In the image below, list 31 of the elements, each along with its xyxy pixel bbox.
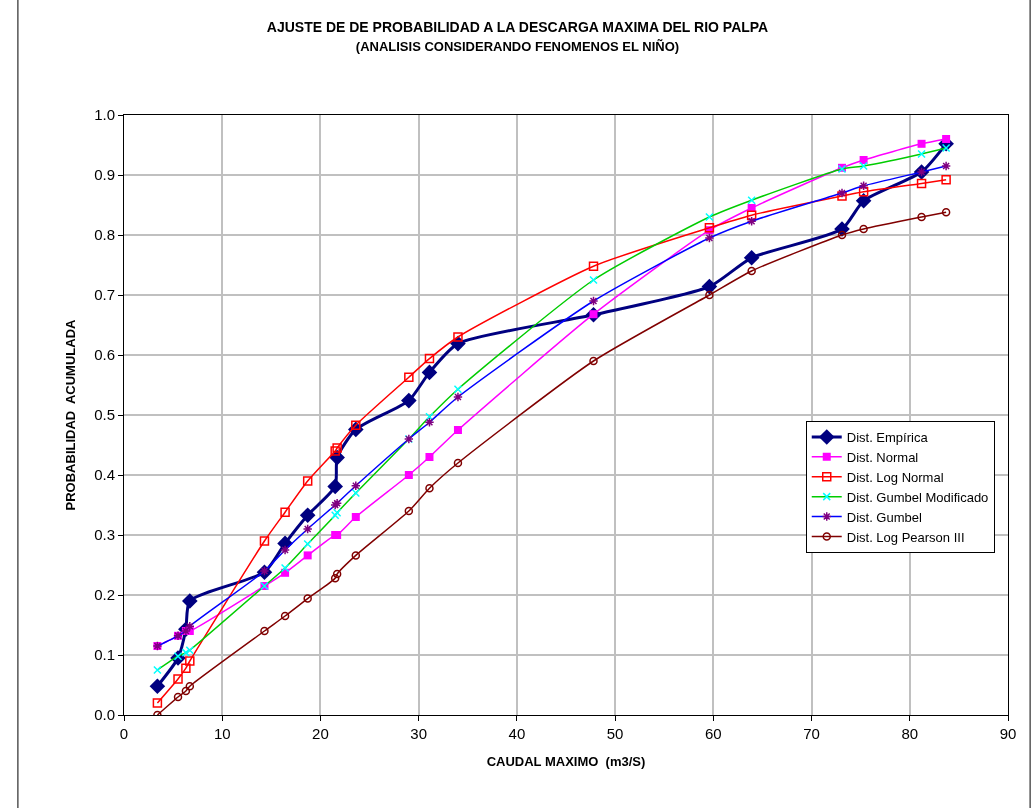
y-axis-title: PROBABILIDAD ACUMULADA [63, 318, 79, 511]
y-tick-label: 0.4 [94, 466, 115, 484]
y-tick-label: 0.9 [94, 166, 115, 184]
y-tick-label: 0.8 [94, 226, 115, 244]
x-tick-label: 60 [704, 725, 722, 742]
legend-label: Dist. Empírica [846, 430, 929, 446]
x-axis-title: CAUDAL MAXIMO (m3/S) [486, 753, 646, 769]
y-tick-label: 0.1 [94, 646, 115, 664]
x-tick-label: 70 [803, 725, 820, 742]
y-tick-label: 0.6 [94, 346, 115, 364]
chart-subtitle: (ANALISIS CONSIDERANDO FENOMENOS EL NIÑO) [355, 38, 680, 54]
legend-label: Dist. Log Normal [846, 469, 944, 485]
x-tick-label: 20 [312, 725, 329, 742]
x-tick-label: 30 [410, 725, 428, 742]
legend-label: Dist. Log Pearson III [846, 529, 965, 545]
x-tick-label: 50 [606, 725, 624, 742]
y-tick-label: 0.2 [94, 586, 115, 604]
y-tick-label: 0.5 [94, 406, 115, 424]
x-tick-label: 0 [119, 725, 129, 742]
x-tick-label: 10 [213, 725, 231, 742]
y-tick-label: 0.3 [94, 526, 115, 544]
x-tick-label: 40 [508, 725, 526, 742]
chart-title: AJUSTE DE DE PROBABILIDAD A LA DESCARGA MAXIMA DEL RIO PALPA [266, 19, 769, 36]
y-tick-label: 0.0 [94, 706, 115, 724]
x-tick-label: 80 [901, 725, 919, 742]
y-tick-label: 1.0 [94, 106, 115, 124]
x-tick-label: 90 [999, 725, 1017, 742]
y-tick-label: 0.7 [94, 286, 115, 304]
legend-label: Dist. Gumbel [846, 509, 922, 525]
legend-label: Dist. Gumbel Modificado [846, 489, 989, 505]
legend-label: Dist. Normal [846, 449, 919, 465]
